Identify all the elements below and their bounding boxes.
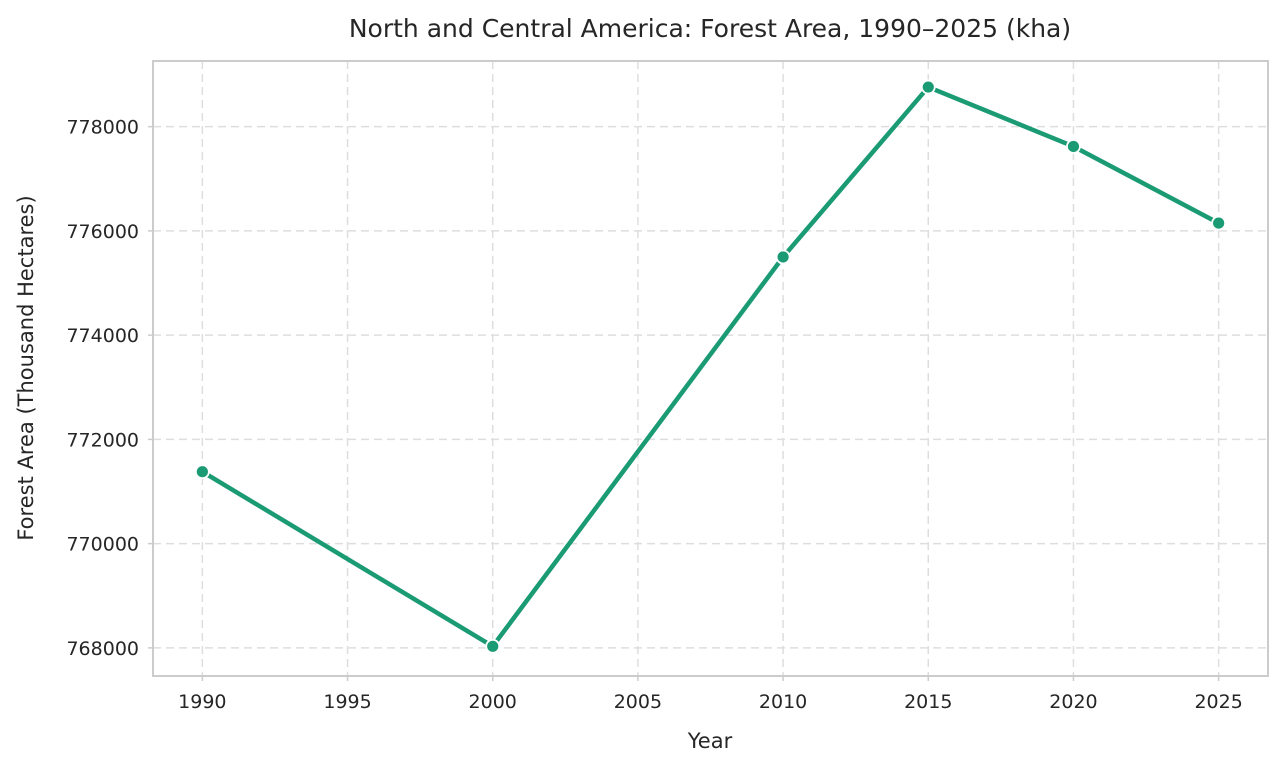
y-tick-label: 774000 <box>66 325 139 347</box>
data-point-2015 <box>920 79 936 95</box>
y-tick-label: 770000 <box>66 534 139 556</box>
series-line <box>200 84 1221 649</box>
x-axis-label: Year <box>687 729 733 753</box>
y-tick-label: 772000 <box>66 429 139 451</box>
x-tick-label: 2005 <box>614 691 662 713</box>
y-tick-label: 778000 <box>66 117 139 139</box>
x-tick-label: 2020 <box>1049 691 1097 713</box>
grid <box>153 61 1268 676</box>
plot-frame <box>152 60 1269 677</box>
data-point-2000 <box>485 638 501 654</box>
x-axis: 1990 1995 2000 2005 2010 2015 2020 2025 <box>178 676 1243 713</box>
x-tick-label: 1990 <box>178 691 226 713</box>
data-point-1990 <box>194 464 210 480</box>
y-tick-label: 776000 <box>66 221 139 243</box>
chart-title: North and Central America: Forest Area, … <box>349 14 1071 43</box>
y-axis-label: Forest Area (Thousand Hectares) <box>14 195 38 540</box>
x-tick-label: 2010 <box>759 691 807 713</box>
series-group <box>194 79 1227 654</box>
x-tick-label: 2025 <box>1194 691 1242 713</box>
x-tick-label: 2000 <box>469 691 517 713</box>
y-tick-label: 768000 <box>66 638 139 660</box>
x-tick-label: 1995 <box>323 691 371 713</box>
data-point-2020 <box>1066 139 1081 154</box>
y-axis: 768000 770000 772000 774000 776000 778000 <box>66 117 153 660</box>
data-point-2025 <box>1211 215 1227 231</box>
data-point-2010 <box>775 249 791 265</box>
x-tick-label: 2015 <box>904 691 952 713</box>
